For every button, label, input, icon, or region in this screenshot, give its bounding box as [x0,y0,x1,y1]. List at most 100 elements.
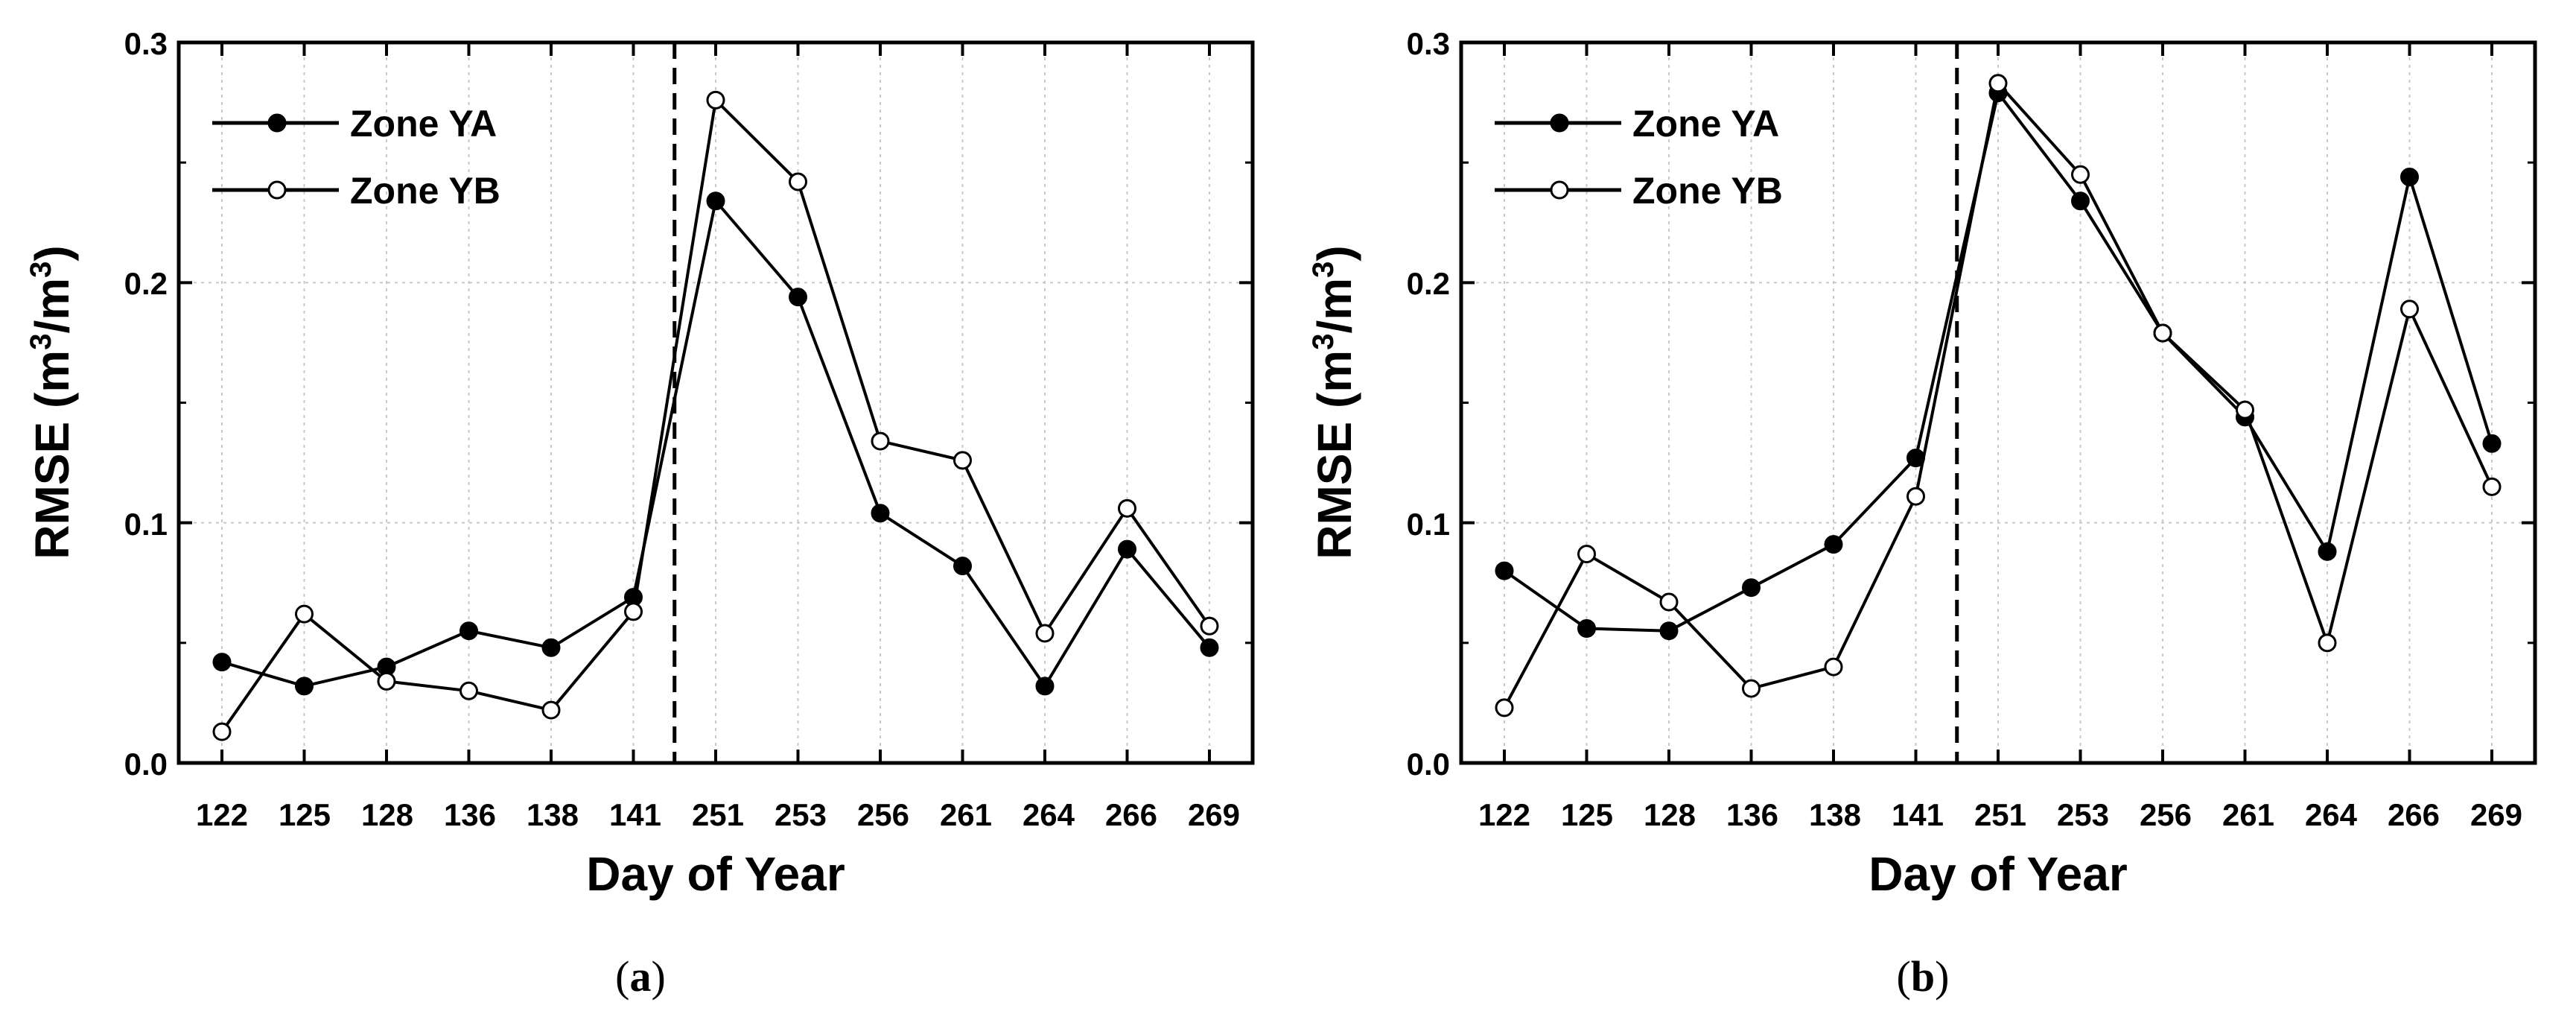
y-tick-labels: 0.0 0.1 0.2 0.3 [124,26,168,782]
data-point-zone-yb [706,90,725,110]
x-tick-labels: 122 125 128 136 138 141 251 253 256 261 … [1478,797,2522,832]
data-point-zone-ya [295,677,314,696]
panel-b: Zone YA Zone YB 0.0 0.1 0.2 0.3 122 125 … [1307,26,2537,1001]
data-point-zone-ya [871,504,890,523]
x-tick-label: 141 [609,797,661,832]
data-point-zone-ya [1200,638,1219,657]
y-tick-label: 0.3 [124,26,168,61]
y-tick-label: 0.0 [1407,747,1450,782]
data-point-zone-ya [1035,677,1055,696]
data-point-zone-yb [541,700,561,720]
x-tick-label: 122 [1478,797,1530,832]
panel-label-a: (a) [615,952,666,1001]
legend-label-zone-yb: Zone YB [1632,170,1783,212]
x-tick-label: 269 [2470,797,2522,832]
panel-label-b: (b) [1897,952,1950,1001]
legend-marker-zone-ya [1550,113,1569,133]
data-point-zone-yb [2153,323,2172,343]
y-tick-label: 0.0 [124,747,168,782]
data-point-zone-ya [541,638,561,657]
data-point-zone-ya [1742,578,1761,598]
x-tick-label: 261 [2222,797,2274,832]
data-point-zone-yb [295,604,314,624]
legend-marker-zone-ya [267,113,287,133]
data-point-zone-yb [2236,400,2254,419]
x-axis-title: Day of Year [1869,847,2127,901]
x-tick-label: 251 [692,797,744,832]
y-tick-labels: 0.0 0.1 0.2 0.3 [1407,26,1450,782]
legend: Zone YA Zone YB [1495,103,1783,212]
x-tick-label: 266 [2388,797,2440,832]
y-tick-label: 0.2 [1407,266,1450,301]
data-point-zone-ya [953,557,972,576]
data-point-zone-yb [459,681,478,700]
data-point-zone-yb [1906,487,1925,506]
x-tick-label: 256 [857,797,909,832]
y-axis-title: RMSE (m3/m3) [1307,245,1361,559]
y-axis-title: RMSE (m3/m3) [25,245,79,559]
panel-a: Zone YA Zone YB 0.0 0.1 0.2 0.3 122 125 … [25,26,1255,1001]
legend-marker-zone-yb [1550,180,1569,200]
x-tick-label: 269 [1188,797,1240,832]
legend: Zone YA Zone YB [212,103,500,212]
y-tick-label: 0.2 [124,266,168,301]
x-tick-label: 264 [1023,797,1075,832]
data-point-zone-yb [1035,624,1055,643]
data-point-zone-yb [789,172,807,191]
x-tick-label: 141 [1892,797,1944,832]
data-point-zone-yb [2071,165,2090,184]
legend-label-zone-ya: Zone YA [1632,103,1779,145]
data-point-zone-yb [1824,657,1843,677]
y-tick-label: 0.1 [124,507,168,542]
x-tick-label: 125 [1561,797,1613,832]
x-tick-label: 256 [2140,797,2192,832]
x-tick-label: 136 [1726,797,1778,832]
x-tick-label: 128 [1644,797,1696,832]
data-point-zone-ya [212,653,232,672]
x-tick-label: 261 [940,797,992,832]
x-tick-label: 264 [2305,797,2358,832]
data-point-zone-ya [1118,539,1136,559]
legend-label-zone-yb: Zone YB [350,170,500,212]
y-tick-label: 0.1 [1407,507,1450,542]
data-point-zone-ya [1824,535,1843,554]
data-point-zone-yb [1495,698,1514,718]
legend-label-zone-ya: Zone YA [350,103,497,145]
data-point-zone-yb [1742,679,1761,698]
x-tick-labels: 122 125 128 136 138 141 251 253 256 261 … [196,797,1240,832]
x-tick-label: 128 [361,797,413,832]
x-tick-label: 251 [1974,797,2026,832]
data-point-zone-yb [2318,633,2337,653]
data-point-zone-ya [2318,542,2337,561]
data-point-zone-ya [2400,168,2419,187]
data-point-zone-yb [2400,300,2419,319]
legend-marker-zone-yb [267,180,287,200]
data-point-zone-ya [2071,191,2090,211]
x-axis-title: Day of Year [586,847,845,901]
data-point-zone-ya [459,621,478,641]
x-tick-label: 125 [279,797,331,832]
x-tick-label: 136 [444,797,496,832]
x-tick-label: 253 [2057,797,2109,832]
x-tick-label: 138 [1809,797,1861,832]
data-point-zone-yb [1200,616,1219,636]
data-point-zone-ya [706,191,725,211]
x-tick-label: 138 [527,797,579,832]
data-point-zone-yb [871,431,890,451]
data-point-zone-ya [1495,561,1514,580]
data-point-zone-yb [624,602,643,621]
x-tick-label: 266 [1105,797,1157,832]
data-point-zone-ya [1906,449,1925,468]
data-point-zone-yb [212,722,232,741]
x-tick-label: 122 [196,797,248,832]
data-point-zone-yb [1118,498,1136,518]
y-tick-label: 0.3 [1407,26,1450,61]
data-point-zone-ya [1577,618,1596,638]
data-point-zone-ya [789,288,807,307]
data-point-zone-yb [1988,74,2008,93]
data-point-zone-yb [1577,545,1596,564]
data-point-zone-yb [2482,477,2502,496]
data-point-zone-yb [377,671,396,691]
